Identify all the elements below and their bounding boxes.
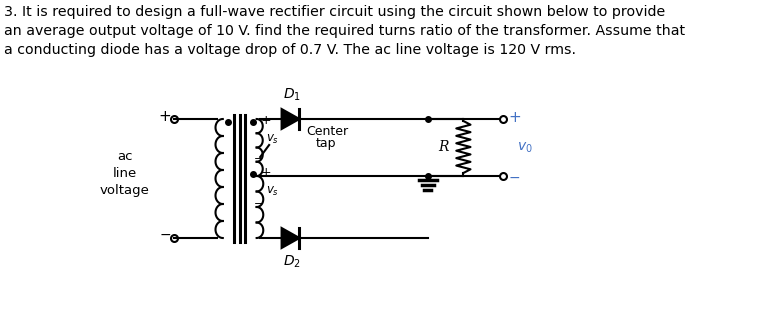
Text: +: +	[158, 109, 171, 123]
Text: $v_s$: $v_s$	[266, 184, 279, 198]
Text: +: +	[509, 110, 522, 124]
Text: R: R	[439, 140, 450, 154]
Text: $v_s$: $v_s$	[266, 132, 279, 146]
Text: −: −	[253, 154, 264, 164]
Text: −: −	[253, 199, 264, 209]
Text: 3. It is required to design a full-wave rectifier circuit using the circuit show: 3. It is required to design a full-wave …	[5, 5, 686, 57]
Text: −: −	[509, 171, 521, 185]
Text: Center: Center	[307, 124, 349, 137]
Text: +: +	[260, 114, 270, 126]
Text: ac
line
voltage: ac line voltage	[100, 150, 150, 197]
Text: −: −	[159, 228, 170, 242]
Polygon shape	[281, 228, 299, 248]
Text: $D_2$: $D_2$	[284, 254, 301, 270]
Text: $D_1$: $D_1$	[284, 87, 301, 103]
Text: +: +	[260, 166, 270, 178]
Polygon shape	[281, 109, 299, 129]
Text: $v_0$: $v_0$	[517, 140, 532, 155]
Text: tap: tap	[315, 136, 336, 150]
